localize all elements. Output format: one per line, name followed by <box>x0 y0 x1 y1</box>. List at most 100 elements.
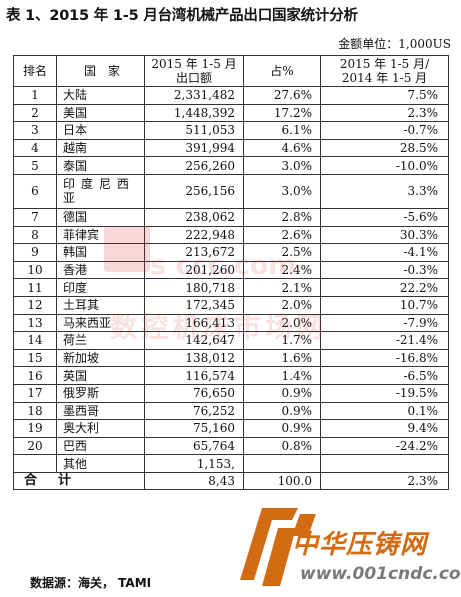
header-growth-line1: 2015 年 1-5 月/ <box>339 57 430 71</box>
cell-export-value: 511,053 <box>144 121 244 140</box>
cell-share: 2.4% <box>243 260 321 280</box>
cell-growth: -24.2% <box>320 436 449 456</box>
cell-rank: 3 <box>13 121 57 140</box>
currency-unit: 金额单位：1,000US <box>338 37 451 51</box>
table-row: 10 香港 201,260 2.4% -0.3% <box>13 260 449 280</box>
cell-country: 德国 <box>56 207 145 227</box>
total-label: 合 计 <box>13 471 145 491</box>
table-row: 11 印度 180,718 2.1% 22.2% <box>13 278 449 297</box>
cell-country: 美国 <box>56 103 145 123</box>
cell-country: 其他 <box>56 454 145 473</box>
cell-rank: 2 <box>13 103 57 123</box>
cell-share <box>243 454 321 473</box>
cell-rank: 15 <box>13 348 57 368</box>
watermark-logo-box <box>104 226 150 272</box>
cell-rank: 20 <box>13 436 57 456</box>
table-row: 17 俄罗斯 76,650 0.9% -19.5% <box>13 383 449 403</box>
cell-growth: 9.4% <box>320 419 449 438</box>
cell-country: 大陆 <box>56 86 145 105</box>
cell-country: 新加坡 <box>56 348 145 368</box>
table-total-row: 合 计 8,43 100.0 2.3% <box>13 471 449 491</box>
cell-share: 0.8% <box>243 436 321 456</box>
cell-share: 0.9% <box>243 419 321 438</box>
cell-growth: -7.9% <box>320 313 449 333</box>
cell-rank: 14 <box>13 331 57 350</box>
cell-export-value: 238,062 <box>144 207 244 227</box>
cell-rank: 6 <box>13 173 57 209</box>
table-row: 6 印度尼西亚 256,156 3.0% 3.3% <box>13 173 449 209</box>
total-export-value: 8,43 <box>144 471 244 491</box>
header-export-value-line1: 2015 年 1-5 月 <box>151 57 237 71</box>
cell-export-value: 166,413 <box>144 313 244 333</box>
table-row: 8 菲律宾 222,948 2.6% 30.3% <box>13 225 449 245</box>
cell-country: 日本 <box>56 121 145 140</box>
total-growth: 2.3% <box>320 471 449 491</box>
header-rank: 排名 <box>13 55 57 87</box>
cell-rank: 17 <box>13 383 57 403</box>
table-row: 3 日本 511,053 6.1% -0.7% <box>13 121 449 140</box>
cell-growth: 28.5% <box>320 138 449 158</box>
header-growth: 2015 年 1-5 月/ 2014 年 1-5 月 <box>320 55 449 87</box>
cell-growth: 10.7% <box>320 295 449 315</box>
cell-rank: 11 <box>13 278 57 297</box>
cell-share: 2.8% <box>243 207 321 227</box>
header-country: 国 家 <box>56 55 145 87</box>
logo-text: 中华压铸网 <box>292 530 428 560</box>
table-row: 9 韩国 213,672 2.5% -4.1% <box>13 243 449 262</box>
cell-growth: 30.3% <box>320 225 449 245</box>
cell-growth: -21.4% <box>320 331 449 350</box>
cell-export-value: 75,160 <box>144 419 244 438</box>
cell-country: 俄罗斯 <box>56 383 145 403</box>
table-title: 表 1、2015 年 1-5 月台湾机械产品出口国家统计分析 <box>6 8 358 24</box>
cell-export-value: 76,252 <box>144 401 244 421</box>
cell-rank: 7 <box>13 207 57 227</box>
cell-rank: 5 <box>13 156 57 175</box>
cell-share: 4.6% <box>243 138 321 158</box>
cell-growth: 3.3% <box>320 173 449 209</box>
data-source: 数据源：海关， TAMI <box>30 576 152 590</box>
cell-rank: 4 <box>13 138 57 158</box>
cell-growth: -6.5% <box>320 366 449 385</box>
cell-export-value: 222,948 <box>144 225 244 245</box>
cell-country: 泰国 <box>56 156 145 175</box>
cell-share: 6.1% <box>243 121 321 140</box>
watermark-domain: s ccc.com <box>150 250 297 281</box>
cell-export-value: 65,764 <box>144 436 244 456</box>
cell-share: 1.4% <box>243 366 321 385</box>
cell-growth: 0.1% <box>320 401 449 421</box>
cell-country: 印度尼西亚 <box>56 173 145 209</box>
cell-share: 0.9% <box>243 401 321 421</box>
cell-country: 马来西亚 <box>56 313 145 333</box>
cell-export-value: 256,260 <box>144 156 244 175</box>
cell-rank: 16 <box>13 366 57 385</box>
cell-export-value: 2,331,482 <box>144 86 244 105</box>
cell-export-value: 138,012 <box>144 348 244 368</box>
cell-growth: -16.8% <box>320 348 449 368</box>
table-row: 1 大陆 2,331,482 27.6% 7.5% <box>13 86 449 105</box>
table-row: 20 巴西 65,764 0.8% -24.2% <box>13 436 449 456</box>
cell-export-value: 116,574 <box>144 366 244 385</box>
cell-rank: 13 <box>13 313 57 333</box>
table-row: 15 新加坡 138,012 1.6% -16.8% <box>13 348 449 368</box>
cell-export-value: 1,448,392 <box>144 103 244 123</box>
cell-export-value: 391,994 <box>144 138 244 158</box>
cell-share: 27.6% <box>243 86 321 105</box>
cell-country: 印度 <box>56 278 145 297</box>
cell-country: 奥大利 <box>56 419 145 438</box>
cell-rank: 9 <box>13 243 57 262</box>
site-logo-mark <box>240 508 316 586</box>
cell-country: 土耳其 <box>56 295 145 315</box>
table-row: 19 奥大利 75,160 0.9% 9.4% <box>13 419 449 438</box>
cell-share: 2.0% <box>243 313 321 333</box>
export-statistics-table: 排名 国 家 2015 年 1-5 月 出口额 占% 2015 年 1-5 月/… <box>13 55 449 491</box>
cell-growth <box>320 454 449 473</box>
cell-growth: 7.5% <box>320 86 449 105</box>
header-share: 占% <box>243 55 321 87</box>
cell-growth: -10.0% <box>320 156 449 175</box>
cell-rank <box>13 454 57 473</box>
total-share: 100.0 <box>243 471 321 491</box>
table-row: 4 越南 391,994 4.6% 28.5% <box>13 138 449 158</box>
cell-share: 1.6% <box>243 348 321 368</box>
cell-growth: 2.3% <box>320 103 449 123</box>
cell-growth: -4.1% <box>320 243 449 262</box>
